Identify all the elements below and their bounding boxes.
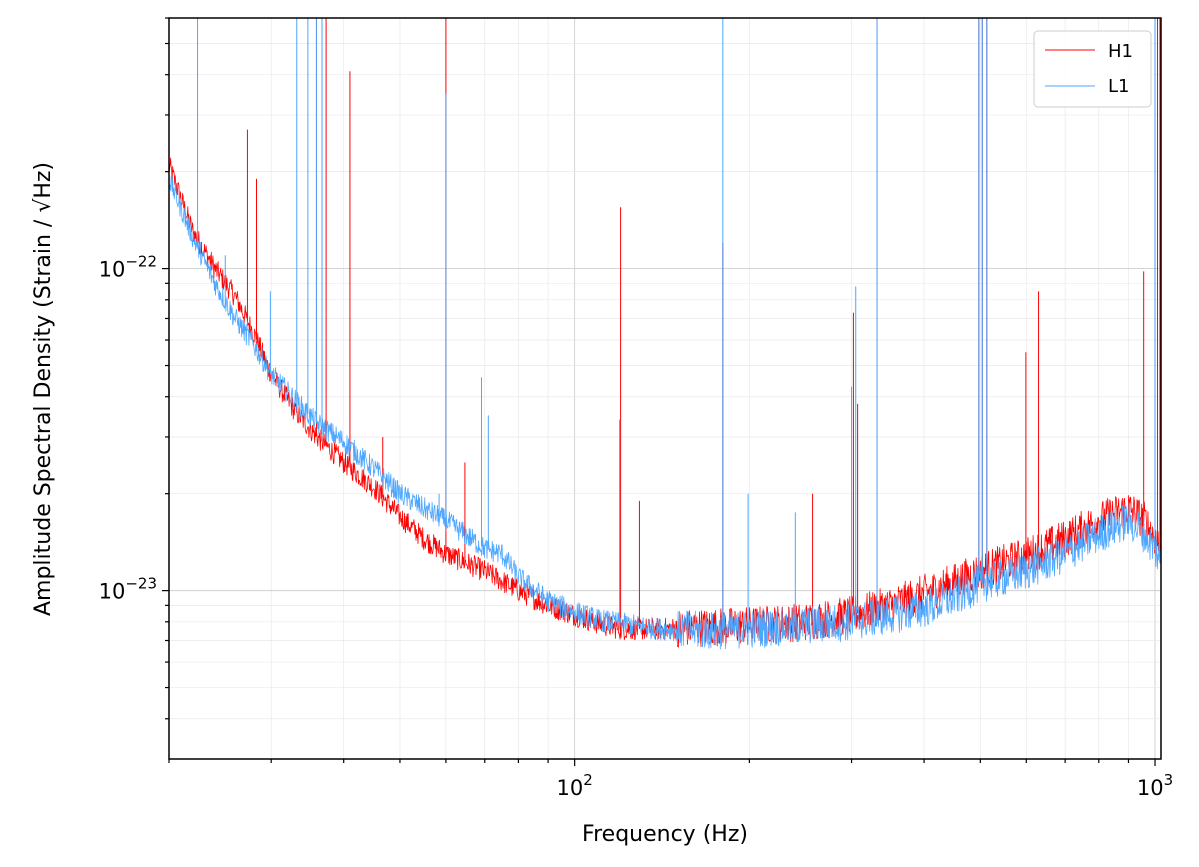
y-tick-label: 10−23 <box>99 575 157 604</box>
legend-label-h1: H1 <box>1108 41 1133 62</box>
legend-box <box>1033 30 1152 108</box>
x-tick-label: 102 <box>557 771 593 800</box>
series-l1 <box>169 18 1161 650</box>
y-axis-title: Amplitude Spectral Density (Strain / √Hz… <box>31 162 56 616</box>
series-curve-l1 <box>169 173 1161 650</box>
tick-layer: 102 103 10−23 10−22 <box>99 17 1173 800</box>
y-tick-label: 10−22 <box>99 253 157 282</box>
legend-label-l1: L1 <box>1108 76 1129 97</box>
series-layer <box>169 18 1161 650</box>
legend: H1 L1 <box>1033 30 1152 108</box>
x-axis-title: Frequency (Hz) <box>582 822 748 847</box>
x-tick-label: 103 <box>1137 771 1173 800</box>
plot-frame <box>168 17 1162 760</box>
plot-background <box>169 18 1161 759</box>
